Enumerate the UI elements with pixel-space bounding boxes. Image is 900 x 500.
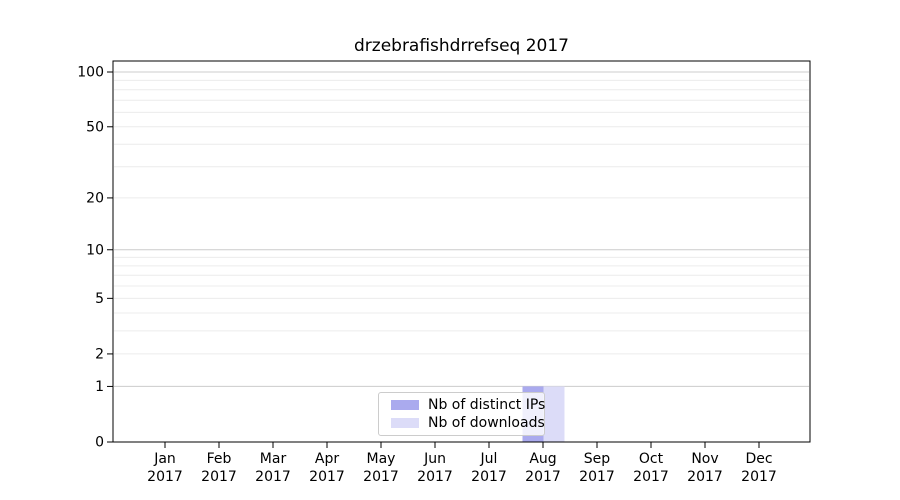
x-tick-label-month: Apr [315,451,339,467]
x-tick-label-year: 2017 [147,469,183,485]
plot-border [112,60,811,443]
chart-title: drzebrafishdrrefseq 2017 [353,36,569,56]
legend-item-downloads: Nb of downloads [391,414,545,432]
y-tick-label: 5 [95,291,104,307]
x-tick-label-year: 2017 [579,469,615,485]
x-tick-label-month: Dec [745,451,772,467]
x-tick-label-month: Mar [260,451,287,467]
x-tick-label-year: 2017 [471,469,507,485]
x-tick-label-month: Aug [529,451,556,467]
x-tick-label-year: 2017 [633,469,669,485]
x-tick-label-month: Sep [584,451,611,467]
x-tick-label-month: May [367,451,396,467]
y-tick-label: 1 [95,379,104,395]
x-tick-label-year: 2017 [363,469,399,485]
y-tick-label: 2 [95,347,104,363]
y-tick-label: 0 [95,435,104,451]
x-tick-label-year: 2017 [201,469,237,485]
y-tick-label: 50 [86,119,104,135]
x-tick-label-year: 2017 [687,469,723,485]
legend-label-distinct-ips: Nb of distinct IPs [428,396,546,413]
y-tick-label: 20 [86,191,104,207]
x-tick-label-month: Jun [423,451,446,467]
legend-item-distinct-ips: Nb of distinct IPs [391,396,545,414]
x-tick-label-month: Nov [691,451,718,467]
x-tick-label-year: 2017 [255,469,291,485]
x-tick-label-month: Jul [480,451,498,467]
legend-swatch-distinct-ips-icon [391,399,419,410]
legend-label-downloads: Nb of downloads [428,415,545,432]
x-tick-label-year: 2017 [309,469,345,485]
x-tick-label-year: 2017 [417,469,453,485]
x-tick-label-month: Feb [207,451,232,467]
x-tick-label-year: 2017 [741,469,777,485]
legend-swatch-downloads-icon [391,418,419,429]
x-tick-label-month: Jan [153,451,176,467]
bar-downloads [543,386,565,442]
y-tick-label: 10 [86,242,104,258]
legend: Nb of distinct IPs Nb of downloads [378,392,545,436]
x-tick-label-month: Oct [639,451,664,467]
x-tick-label-year: 2017 [525,469,561,485]
y-tick-label: 100 [77,65,104,81]
